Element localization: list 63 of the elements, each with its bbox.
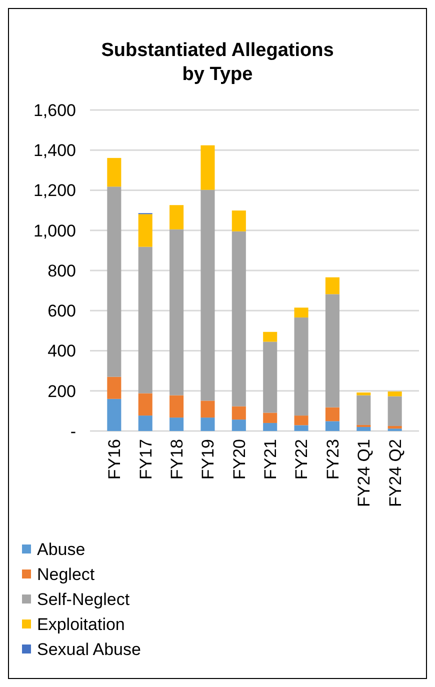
bar — [325, 421, 340, 431]
y-tick-label: 400 — [48, 342, 76, 361]
legend-label: Sexual Abuse — [37, 640, 141, 659]
bar — [200, 145, 215, 190]
bar — [138, 416, 152, 431]
bar — [232, 420, 246, 431]
bar — [170, 418, 184, 431]
bar — [138, 393, 152, 416]
x-tick-label: FY24 Q1 — [354, 439, 374, 508]
x-tick-label: FY24 Q2 — [386, 439, 405, 508]
bar — [200, 190, 215, 401]
bar — [263, 342, 278, 413]
x-tick-label: FY22 — [292, 439, 312, 480]
bar — [232, 210, 246, 232]
y-tick-label: 200 — [48, 382, 76, 401]
y-tick-label: 1,400 — [33, 141, 76, 160]
bar — [388, 391, 402, 396]
x-tick-label: FY23 — [323, 439, 342, 480]
legend-label: Self-Neglect — [37, 590, 130, 609]
x-tick-label: FY19 — [198, 439, 218, 480]
bar — [263, 422, 278, 431]
bar — [325, 294, 340, 408]
bar — [294, 416, 308, 426]
chart-title: Substantiated Allegations by Type — [101, 40, 334, 85]
bar — [388, 426, 402, 429]
y-tick-label: 800 — [48, 261, 76, 280]
bar — [138, 246, 152, 394]
bar — [170, 395, 184, 418]
bar — [107, 398, 122, 431]
legend-label: Exploitation — [37, 614, 125, 634]
bar — [388, 396, 402, 426]
y-tick-label: 1,000 — [33, 221, 76, 240]
y-tick-label: 1,600 — [33, 100, 76, 120]
bar — [170, 205, 184, 230]
bar — [170, 229, 184, 396]
y-tick-label: 600 — [48, 302, 76, 321]
bar — [107, 376, 122, 399]
legend-label: Abuse — [37, 540, 86, 559]
bar — [356, 392, 371, 396]
y-tick-label: - — [70, 422, 76, 441]
bar — [232, 406, 246, 420]
y-tick-label: 1,200 — [33, 181, 76, 200]
bar — [325, 277, 340, 294]
legend-label: Neglect — [37, 564, 95, 584]
bar — [325, 407, 340, 422]
bar — [356, 395, 371, 425]
bar — [263, 412, 278, 423]
bar — [200, 400, 215, 418]
bar — [107, 186, 122, 377]
bar — [263, 332, 278, 342]
bar — [294, 425, 308, 431]
bar — [200, 418, 215, 431]
x-tick-label: FY18 — [167, 439, 186, 480]
x-tick-label: FY16 — [105, 439, 124, 480]
x-tick-label: FY21 — [261, 439, 280, 480]
x-tick-label: FY17 — [136, 439, 156, 480]
bar — [294, 317, 308, 416]
x-tick-label: FY20 — [230, 439, 249, 480]
bar — [356, 426, 371, 431]
bar — [294, 308, 308, 318]
bar — [232, 231, 246, 406]
bar — [107, 158, 122, 187]
bar — [138, 214, 152, 247]
